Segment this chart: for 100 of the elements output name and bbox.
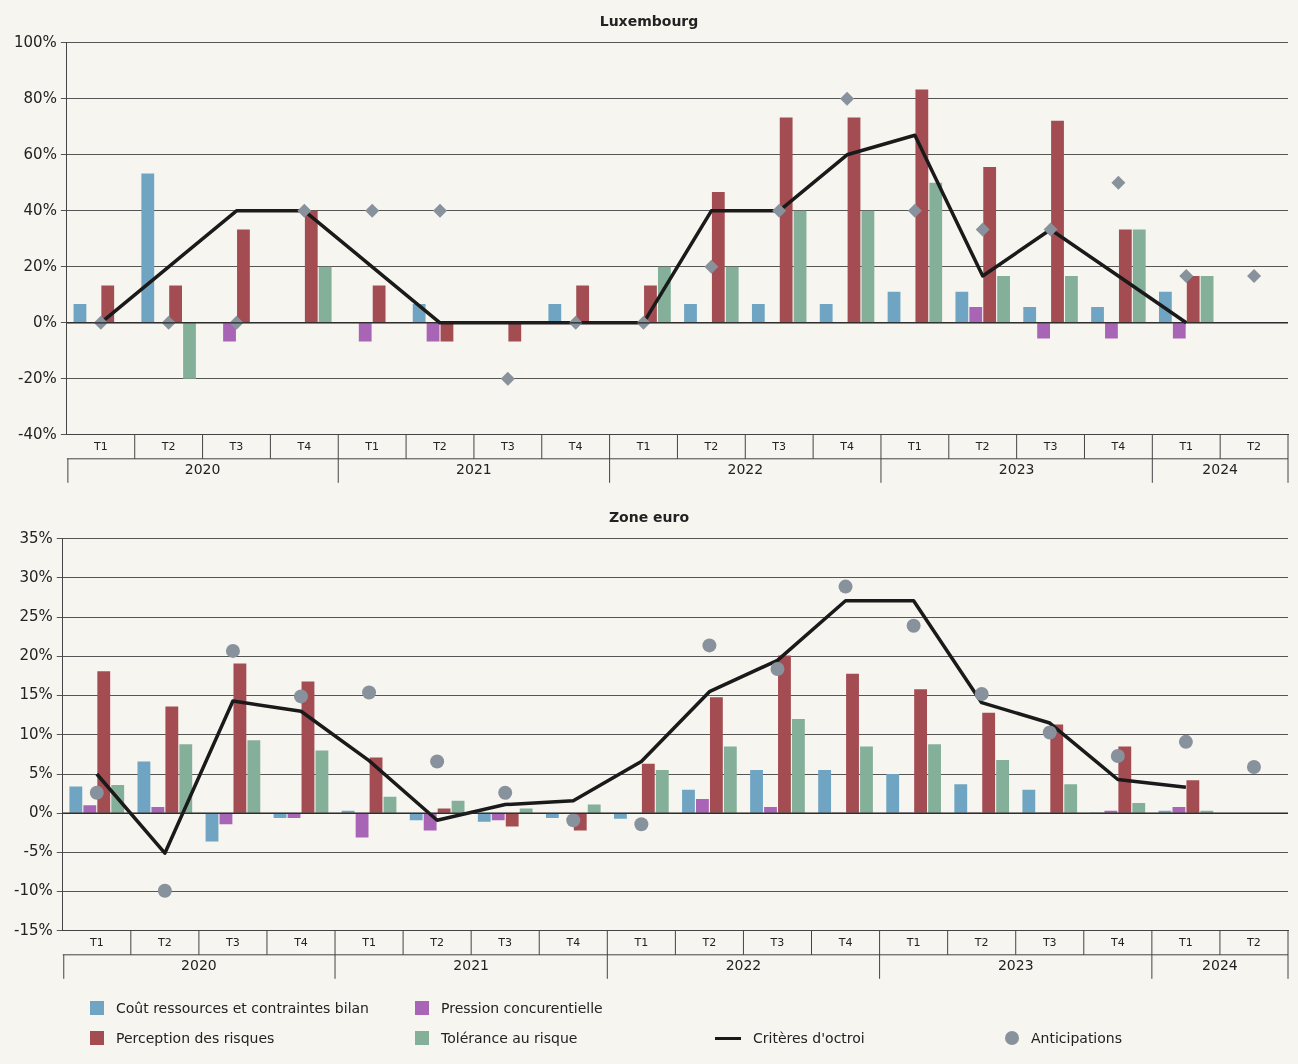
bar (437, 808, 451, 813)
x-tick-label: T4 (296, 440, 312, 454)
point (702, 638, 717, 653)
bar (1023, 307, 1037, 323)
bar (846, 673, 859, 813)
x-tick-label: T1 (635, 440, 651, 454)
x-tick-label: T3 (771, 440, 787, 454)
y-tick-label: 100% (13, 32, 57, 51)
bar (982, 712, 996, 813)
text: 2024 (1202, 461, 1239, 478)
bar (358, 323, 372, 342)
bar (1037, 323, 1050, 339)
bar (169, 285, 182, 323)
bar (304, 210, 318, 323)
point (634, 817, 649, 832)
y-tick-label: 35% (19, 528, 53, 547)
bar (1132, 229, 1146, 323)
bar (725, 266, 739, 323)
point (770, 661, 785, 676)
x-tick-label: T3 (499, 440, 515, 454)
bar (233, 663, 247, 813)
text: 2022 (725, 957, 762, 974)
x-tick-label: T3 (1042, 440, 1058, 454)
bar (696, 799, 709, 813)
y-tick-label: -15% (13, 920, 53, 939)
y-tick-label: 0% (28, 803, 53, 822)
x-tick-label: T2 (429, 936, 444, 950)
point (433, 203, 447, 218)
bar (969, 307, 983, 323)
bar (750, 770, 763, 813)
x-tick-label: T4 (839, 440, 854, 454)
x-tick-label: T3 (769, 936, 785, 950)
bar (545, 813, 559, 818)
y-tick-label: 60% (23, 144, 57, 163)
bar (641, 763, 655, 813)
bar (355, 813, 369, 838)
bar (1050, 724, 1064, 813)
point (225, 643, 240, 658)
bar (819, 304, 833, 323)
point (498, 785, 513, 800)
point (1246, 759, 1261, 774)
bar (179, 744, 193, 813)
bar (983, 167, 997, 323)
bar (69, 786, 83, 813)
x-tick-label: T2 (701, 936, 717, 950)
bar (791, 719, 805, 813)
bar (247, 740, 261, 813)
x-tick-label: T2 (1246, 440, 1261, 454)
x-tick-label: T2 (160, 440, 176, 454)
bar (793, 210, 807, 323)
bar (914, 689, 928, 813)
x-tick-label: T3 (497, 936, 513, 950)
x-tick-label: T4 (1110, 440, 1126, 454)
y-tick-label: -40% (18, 424, 57, 443)
bar (684, 304, 697, 323)
bar (1051, 120, 1064, 323)
bar (929, 182, 943, 323)
bar (1105, 323, 1118, 339)
x-tick-label: T4 (837, 936, 853, 950)
legend-label: Pression concurentielle (441, 1000, 603, 1016)
point (1042, 725, 1057, 740)
bar (318, 266, 332, 323)
bar (928, 744, 941, 813)
text: 2023 (997, 957, 1034, 974)
legend-label: Critères d'octroi (753, 1030, 865, 1046)
bar (1186, 276, 1200, 323)
x-tick-label: T2 (432, 440, 447, 454)
x-tick-label: T1 (1178, 440, 1194, 454)
point (1247, 269, 1262, 284)
bar (219, 813, 233, 825)
point (704, 259, 719, 274)
bar (996, 759, 1010, 813)
x-tick-label: T3 (1041, 936, 1057, 950)
bar (165, 706, 179, 813)
x-tick-label: T1 (1178, 936, 1193, 950)
bar (711, 192, 725, 323)
bar (491, 813, 505, 821)
text: 2024 (1202, 957, 1238, 974)
bar (73, 304, 87, 323)
point (1043, 222, 1058, 237)
bar (372, 285, 386, 323)
y-tick-label: 10% (19, 724, 53, 743)
bar (576, 285, 590, 323)
y-tick-label: 20% (19, 646, 53, 665)
bar (818, 770, 832, 813)
point (1178, 734, 1193, 749)
bar (861, 210, 875, 323)
bar (1022, 789, 1036, 813)
bar (237, 229, 250, 323)
bar (778, 655, 791, 813)
bar (205, 813, 219, 842)
y-tick-label: 25% (19, 607, 53, 626)
legend-label: Tolérance au risque (441, 1030, 578, 1046)
bar (223, 323, 236, 342)
bar (847, 117, 861, 323)
bar (141, 173, 155, 323)
bar (764, 806, 777, 813)
bar (151, 806, 165, 813)
x-tick-label: T3 (228, 440, 244, 454)
bar (409, 813, 423, 821)
